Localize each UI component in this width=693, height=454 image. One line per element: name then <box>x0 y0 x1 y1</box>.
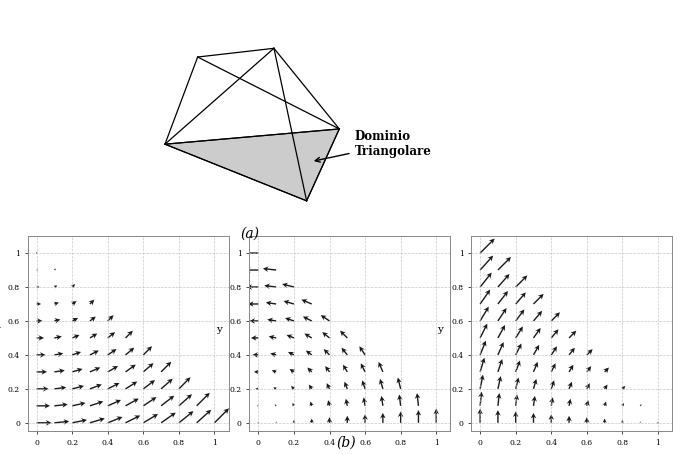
Y-axis label: y: y <box>216 325 222 334</box>
Polygon shape <box>165 129 340 201</box>
Text: (a): (a) <box>240 227 259 241</box>
Text: (b): (b) <box>337 435 356 449</box>
Text: Dominio
Triangolare: Dominio Triangolare <box>315 130 432 162</box>
X-axis label: x: x <box>569 453 574 454</box>
Y-axis label: y: y <box>437 325 444 334</box>
X-axis label: x: x <box>125 453 131 454</box>
X-axis label: x: x <box>347 453 353 454</box>
